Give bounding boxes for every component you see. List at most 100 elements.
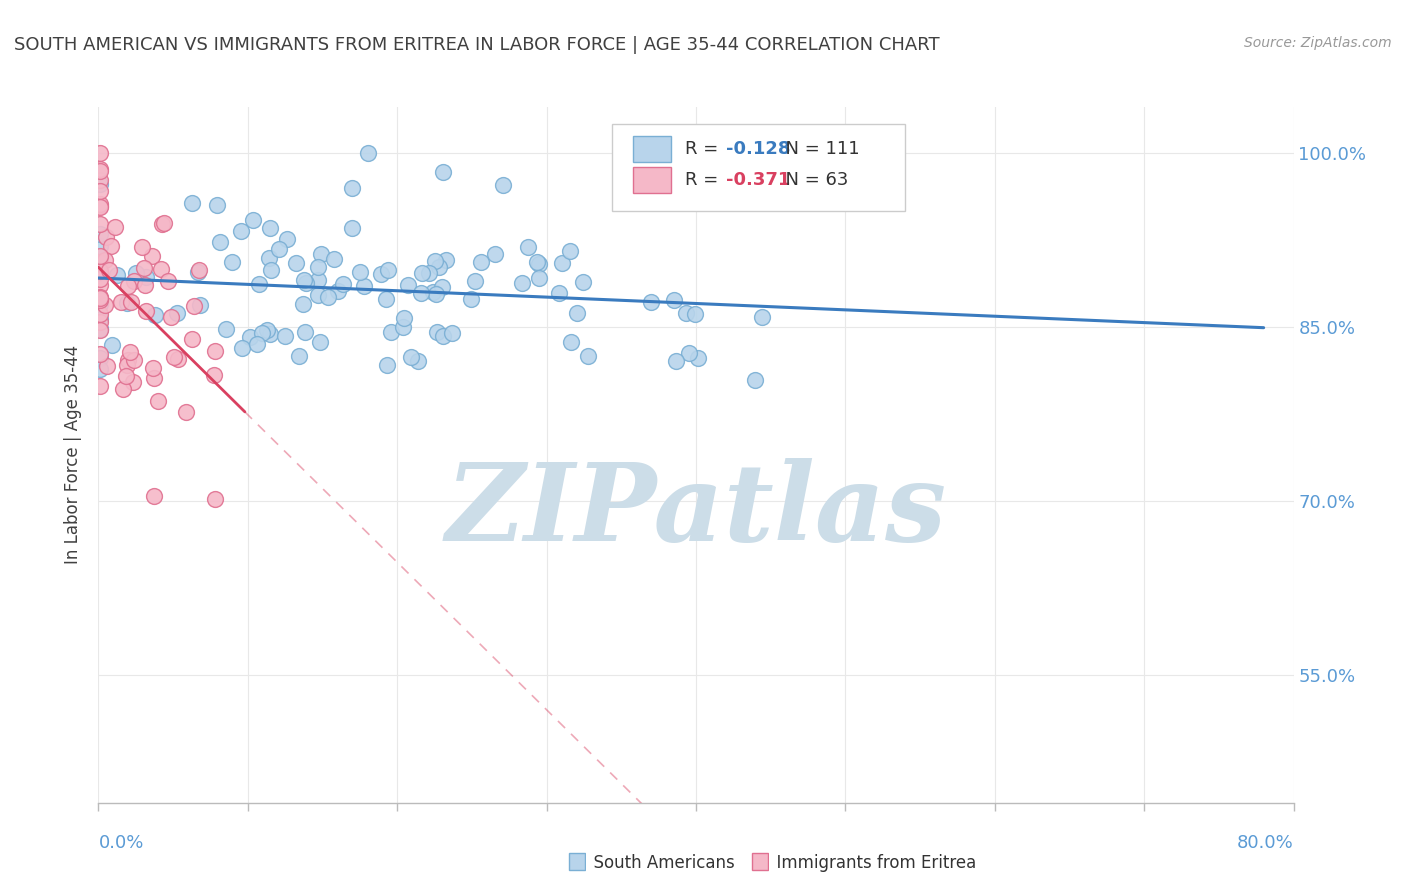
- Point: [252, 326, 274, 340]
- Point: [380, 325, 402, 339]
- Point: [122, 352, 145, 367]
- Point: [180, 332, 202, 346]
- Point: [131, 240, 153, 254]
- Point: [122, 375, 145, 389]
- Point: [89, 252, 111, 267]
- Point: [425, 287, 447, 301]
- Point: [89, 322, 111, 336]
- Point: [284, 256, 307, 270]
- Point: [398, 277, 420, 292]
- Point: [340, 181, 363, 195]
- Point: [135, 269, 157, 284]
- Point: [143, 489, 166, 503]
- Point: [89, 173, 111, 187]
- Text: Immigrants from Eritrea: Immigrants from Eritrea: [766, 855, 977, 872]
- Point: [353, 279, 375, 293]
- Point: [370, 267, 392, 281]
- Point: [558, 244, 581, 258]
- Point: [560, 334, 582, 349]
- Point: [89, 184, 111, 198]
- Point: [152, 216, 174, 230]
- Point: [215, 321, 238, 335]
- Point: [132, 261, 155, 276]
- Text: R =: R =: [685, 140, 724, 158]
- Text: SOUTH AMERICAN VS IMMIGRANTS FROM ERITREA IN LABOR FORCE | AGE 35-44 CORRELATION: SOUTH AMERICAN VS IMMIGRANTS FROM ERITRE…: [14, 36, 939, 54]
- Point: [245, 337, 267, 351]
- Point: [427, 260, 450, 274]
- Text: Source: ZipAtlas.com: Source: ZipAtlas.com: [1244, 36, 1392, 50]
- Point: [202, 368, 225, 383]
- Point: [100, 238, 122, 252]
- Point: [101, 337, 124, 351]
- Point: [572, 275, 595, 289]
- Point: [392, 320, 415, 334]
- Point: [464, 275, 486, 289]
- Point: [256, 322, 278, 336]
- Point: [675, 306, 697, 320]
- Point: [678, 346, 700, 360]
- Point: [89, 291, 111, 305]
- Point: [142, 360, 165, 375]
- Point: [492, 178, 515, 193]
- Point: [322, 252, 344, 266]
- Point: [328, 285, 350, 299]
- Point: [432, 165, 454, 179]
- Point: [683, 308, 706, 322]
- Point: [98, 262, 121, 277]
- Point: [547, 286, 569, 301]
- Point: [146, 394, 169, 409]
- Point: [423, 253, 446, 268]
- Point: [188, 298, 211, 312]
- Text: South Americans: South Americans: [583, 855, 735, 872]
- Point: [96, 359, 118, 374]
- Point: [526, 254, 548, 268]
- Point: [204, 344, 226, 359]
- Point: [89, 379, 111, 393]
- Point: [205, 198, 228, 212]
- Point: [516, 240, 538, 254]
- Point: [167, 351, 190, 366]
- Text: R =: R =: [685, 171, 724, 189]
- Point: [134, 277, 156, 292]
- Y-axis label: In Labor Force | Age 35-44: In Labor Force | Age 35-44: [65, 345, 83, 565]
- Point: [434, 252, 457, 267]
- Point: [231, 341, 253, 355]
- Text: -0.128: -0.128: [725, 140, 790, 158]
- Text: 80.0%: 80.0%: [1237, 834, 1294, 852]
- Point: [117, 353, 139, 368]
- Point: [640, 295, 662, 310]
- Point: [89, 201, 111, 215]
- Point: [460, 292, 482, 306]
- Text: N = 111: N = 111: [773, 140, 859, 158]
- Point: [89, 217, 111, 231]
- Point: [89, 312, 111, 326]
- Point: [183, 299, 205, 313]
- Point: [567, 306, 589, 320]
- Point: [349, 265, 371, 279]
- Point: [247, 277, 270, 291]
- Point: [221, 255, 243, 269]
- Point: [406, 354, 429, 368]
- Point: [751, 310, 773, 324]
- Point: [89, 322, 111, 336]
- Point: [309, 335, 332, 350]
- Point: [260, 263, 283, 277]
- Point: [662, 293, 685, 308]
- Point: [307, 288, 329, 302]
- Point: [89, 254, 111, 268]
- Point: [529, 271, 551, 285]
- FancyBboxPatch shape: [613, 124, 905, 211]
- Point: [269, 242, 291, 256]
- Point: [89, 239, 111, 253]
- Point: [377, 262, 399, 277]
- Point: [295, 276, 318, 290]
- Point: [115, 359, 138, 373]
- Point: [89, 199, 111, 213]
- Point: [307, 272, 329, 286]
- Point: [163, 350, 186, 364]
- Point: [142, 371, 165, 385]
- Point: [89, 227, 111, 242]
- Point: [576, 349, 599, 363]
- Point: [318, 290, 340, 304]
- Point: [294, 325, 316, 339]
